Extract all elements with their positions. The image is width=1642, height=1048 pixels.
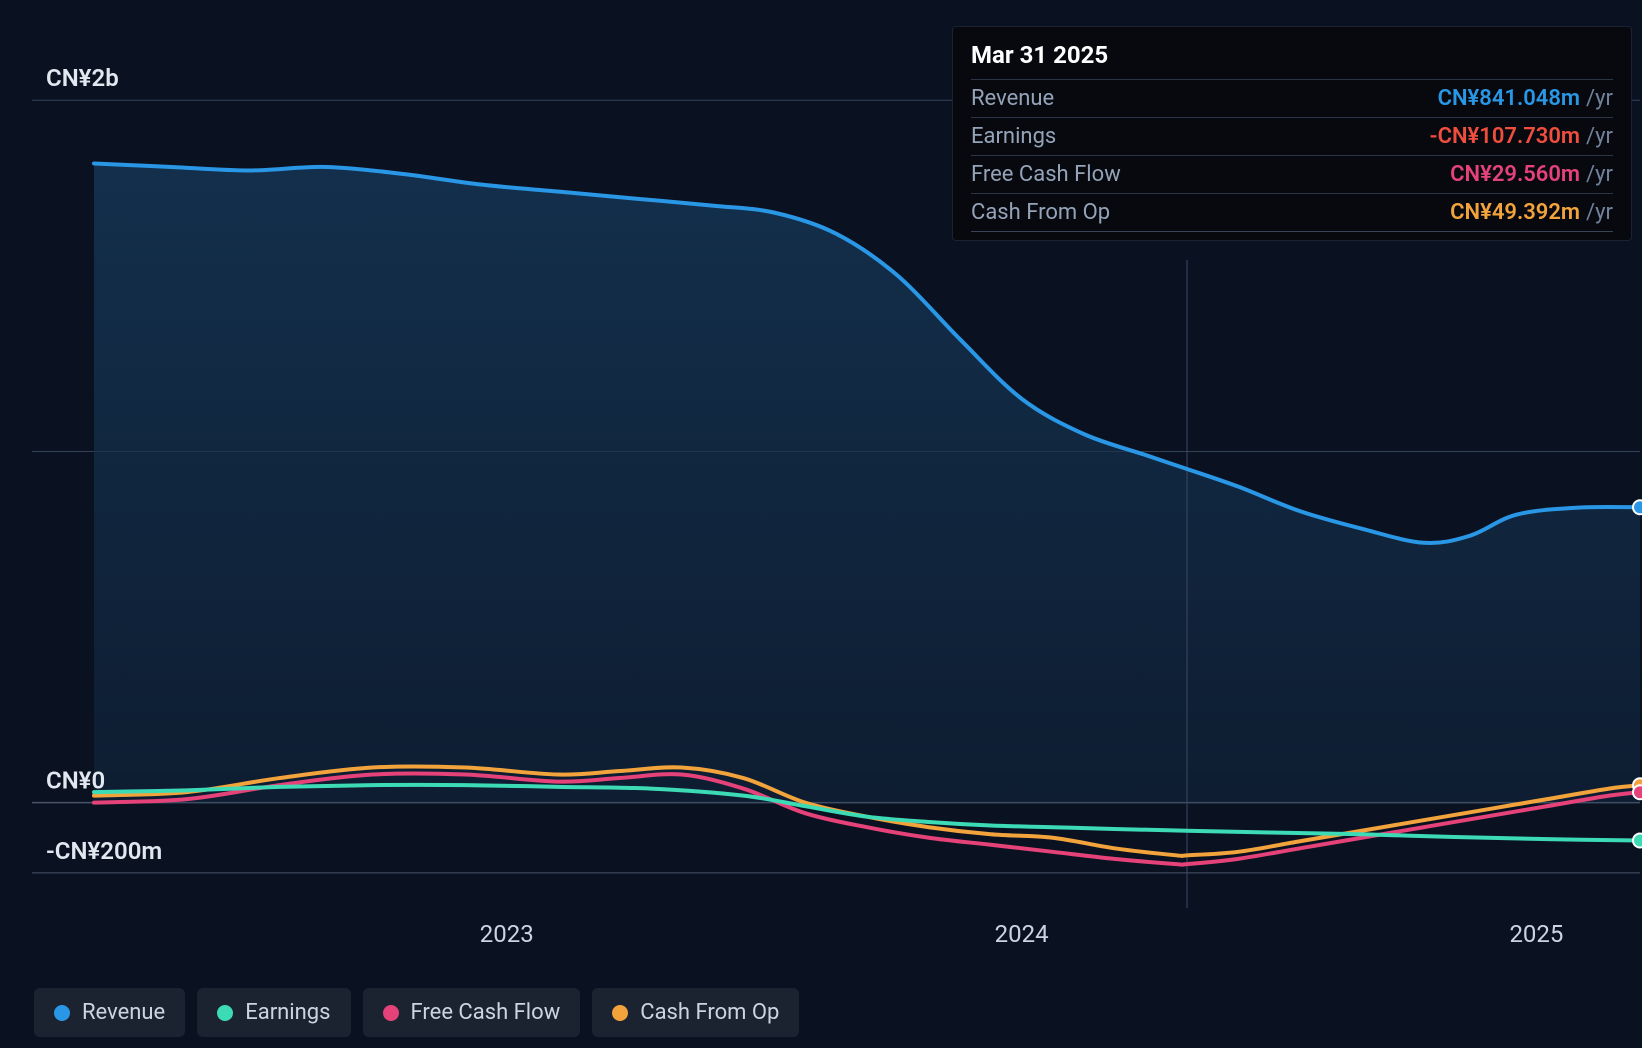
tooltip-row-label: Free Cash Flow	[971, 162, 1121, 187]
financial-chart: CN¥2bCN¥0-CN¥200m202320242025Past Mar 31…	[0, 0, 1642, 1048]
legend-item-earnings[interactable]: Earnings	[197, 988, 350, 1037]
free_cash_flow-dot-icon	[383, 1005, 399, 1021]
legend-item-label: Revenue	[82, 1000, 165, 1025]
tooltip-date: Mar 31 2025	[971, 41, 1613, 80]
revenue-end-marker	[1633, 500, 1642, 514]
tooltip-row-unit: /yr	[1586, 86, 1613, 111]
chart-tooltip: Mar 31 2025 RevenueCN¥841.048m/yrEarning…	[952, 26, 1632, 241]
cash_from_op-dot-icon	[612, 1005, 628, 1021]
chart-legend: Revenue Earnings Free Cash Flow Cash From O…	[34, 988, 799, 1037]
x-axis-label: 2024	[995, 920, 1049, 948]
tooltip-row-value: CN¥49.392m	[1450, 200, 1580, 225]
tooltip-row-unit: /yr	[1586, 124, 1613, 149]
tooltip-row-label: Earnings	[971, 124, 1056, 149]
y-axis-label: -CN¥200m	[46, 837, 162, 865]
free_cash_flow-end-marker	[1633, 785, 1642, 799]
legend-item-label: Earnings	[245, 1000, 330, 1025]
x-axis-label: 2025	[1509, 920, 1563, 948]
tooltip-row-unit: /yr	[1586, 200, 1613, 225]
legend-item-label: Free Cash Flow	[411, 1000, 561, 1025]
tooltip-row-label: Revenue	[971, 86, 1054, 111]
y-axis-label: CN¥0	[46, 767, 105, 795]
revenue-dot-icon	[54, 1005, 70, 1021]
legend-item-free_cash_flow[interactable]: Free Cash Flow	[363, 988, 581, 1037]
legend-item-cash_from_op[interactable]: Cash From Op	[592, 988, 799, 1037]
y-axis-label: CN¥2b	[46, 64, 119, 92]
tooltip-row-value: -CN¥107.730m	[1430, 124, 1581, 149]
earnings-dot-icon	[217, 1005, 233, 1021]
revenue-area	[94, 163, 1640, 802]
tooltip-row-cash-from-op: Cash From Op CN¥49.392m/yr	[971, 194, 1613, 232]
tooltip-row-revenue: Revenue CN¥841.048m/yr	[971, 80, 1613, 118]
tooltip-row-unit: /yr	[1586, 162, 1613, 187]
x-axis-label: 2023	[480, 920, 534, 948]
tooltip-row-label: Cash From Op	[971, 200, 1110, 225]
tooltip-row-value: CN¥841.048m	[1438, 86, 1580, 111]
legend-item-label: Cash From Op	[640, 1000, 779, 1025]
tooltip-row-earnings: Earnings -CN¥107.730m/yr	[971, 118, 1613, 156]
tooltip-row-free-cash-flow: Free Cash Flow CN¥29.560m/yr	[971, 156, 1613, 194]
earnings-end-marker	[1633, 833, 1642, 847]
legend-item-revenue[interactable]: Revenue	[34, 988, 185, 1037]
tooltip-row-value: CN¥29.560m	[1450, 162, 1580, 187]
